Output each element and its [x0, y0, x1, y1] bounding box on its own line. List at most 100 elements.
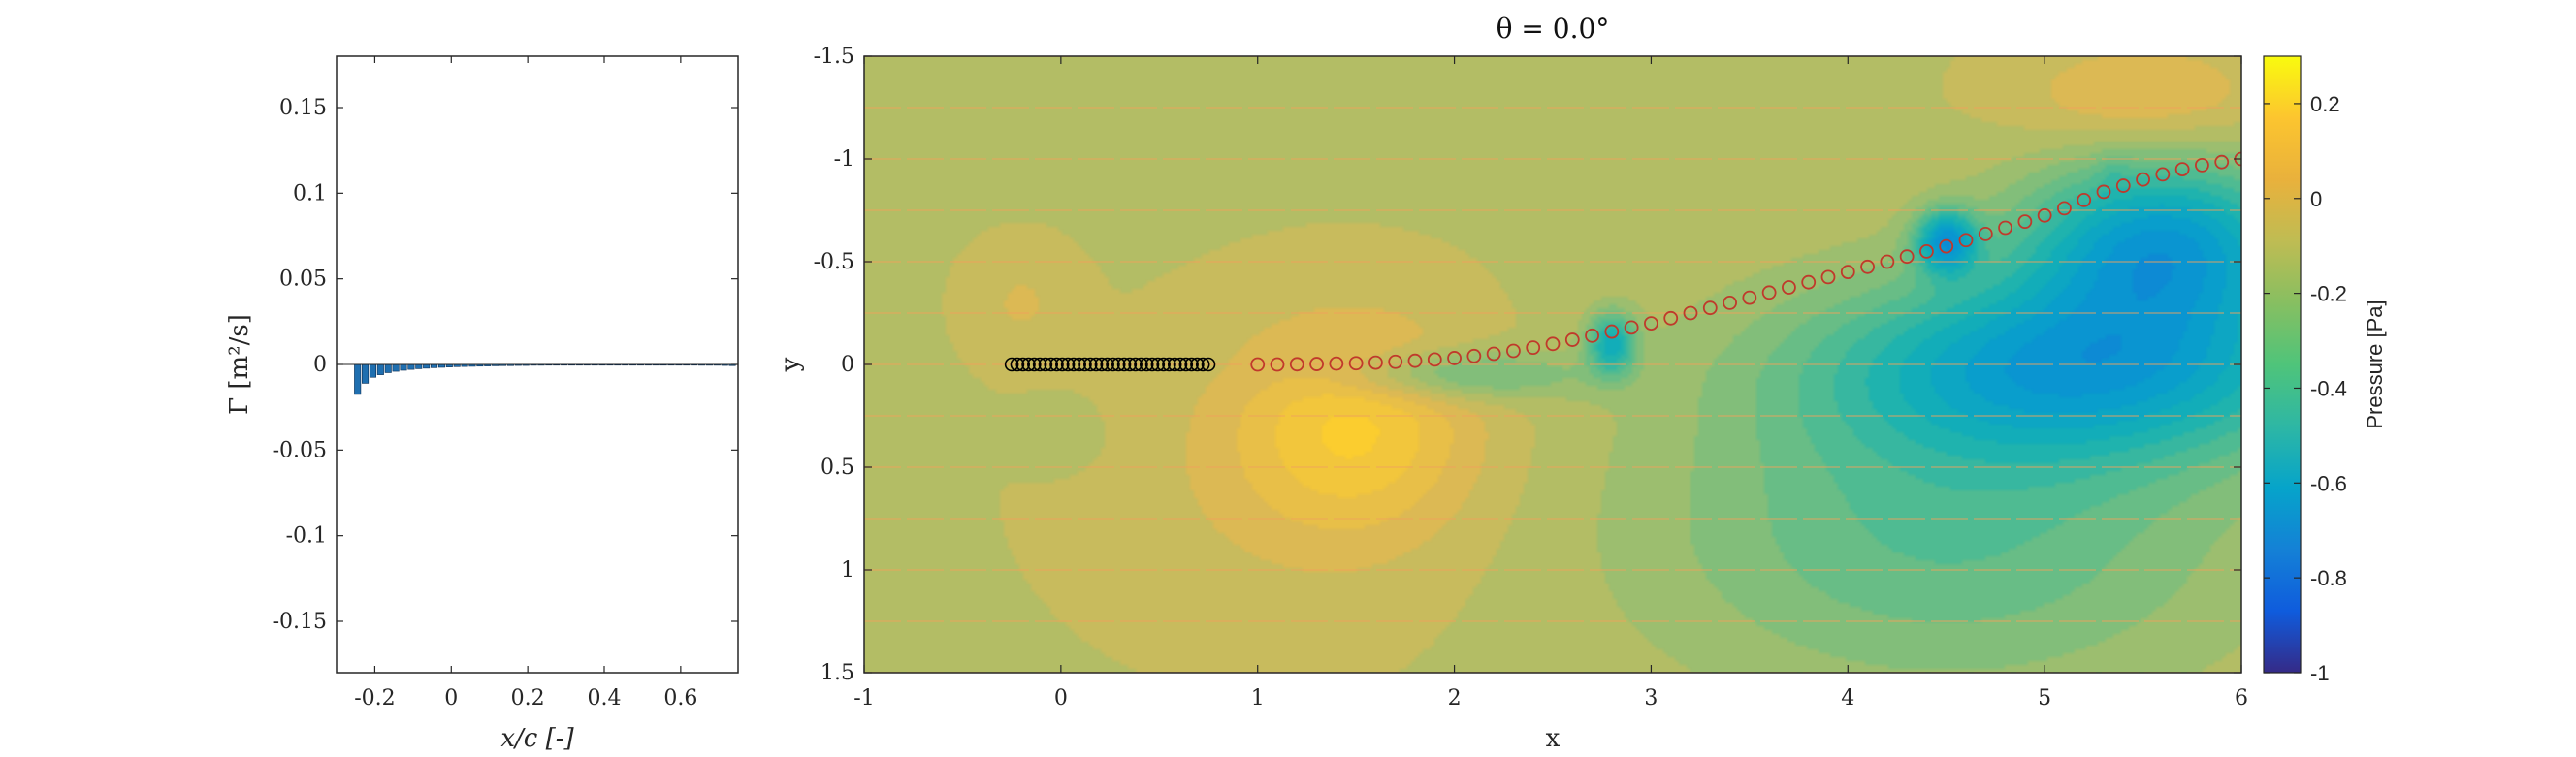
right-ytick-label: -0.5: [814, 250, 854, 274]
right-xtick-label: 1: [1251, 686, 1265, 710]
velocity-arrows: [864, 56, 2241, 673]
circulation-bar: [431, 363, 438, 368]
left-ytick-label: 0: [313, 353, 327, 377]
left-xtick-label: 0.4: [588, 686, 622, 710]
airfoil-panel-marker: [1088, 357, 1104, 372]
left-xtick-label: -0.2: [354, 686, 395, 710]
colorbar-ticks: 0.2 0 -0.2 -0.4 -0.6 -0.8 -1: [2264, 92, 2347, 685]
right-chart: θ = 0.0° -1 0 1 2 3 4 5 6 -1.5 -1 -0.5 0 0.5 1 1.5 x y: [776, 13, 2248, 753]
colorbar: 0.2 0 -0.2 -0.4 -0.6 -0.8 -1 Pressure [Pa]: [2263, 55, 2387, 685]
wake-point-marker: [1761, 285, 1777, 300]
airfoil-panel-marker: [1134, 357, 1148, 372]
airfoil-panel-marker: [1038, 357, 1053, 372]
colorbar-tick-label: -0.2: [2310, 282, 2347, 306]
airfoil-panel-marker: [1094, 357, 1110, 372]
circulation-bar: [415, 363, 423, 369]
wake-point-marker: [1919, 243, 1934, 259]
right-xtick-label: -1: [853, 686, 874, 710]
left-ticks: -0.2 0 0.2 0.4 0.6 0.15 0.1 0.05 0 -0.05 -0.1 -0.15: [273, 56, 738, 710]
wake-point-marker: [2115, 178, 2131, 193]
right-xtick-label: 0: [1054, 686, 1068, 710]
wake-point-marker: [2195, 157, 2209, 173]
wake-point-marker: [1506, 343, 1521, 359]
circulation-bar: [362, 363, 370, 384]
airfoil-panel-marker: [1167, 357, 1182, 372]
colorbar-tick-label: -0.4: [2310, 376, 2347, 400]
wake-point-marker: [2174, 162, 2190, 177]
left-xtick-label: 0: [444, 686, 458, 710]
wake-point-marker: [1348, 356, 1364, 371]
airfoil-panel-marker: [1032, 357, 1047, 372]
left-ylabel: Γ [m²/s]: [225, 314, 254, 415]
airfoil-panel-marker: [1201, 357, 1216, 372]
airfoil-panel-marker: [1184, 357, 1199, 372]
airfoil-panel-marker: [1190, 357, 1205, 372]
airfoil-panel-marker: [1060, 357, 1076, 372]
wake-point-marker: [1466, 348, 1482, 363]
colorbar-tick-label: 0.2: [2310, 92, 2340, 116]
wake-point-marker: [1899, 249, 1915, 265]
wake-point-marker: [1329, 356, 1344, 371]
wake-point-marker: [1880, 254, 1895, 269]
wake-point-marker: [1624, 320, 1639, 335]
colorbar-label: Pressure [Pa]: [2363, 300, 2387, 428]
colorbar-tick-label: -1: [2310, 661, 2330, 685]
wake-point-marker: [1447, 351, 1462, 365]
wake-point-marker: [1663, 310, 1679, 326]
chart-title: θ = 0.0°: [1497, 13, 1610, 45]
left-axes-box: [336, 55, 739, 674]
circulation-bar: [400, 363, 407, 371]
colorbar-tick-label: -0.6: [2310, 471, 2347, 495]
left-ytick-label: -0.1: [286, 524, 327, 549]
circulation-bar: [384, 363, 392, 373]
right-ytick-label: 0.5: [821, 456, 854, 480]
wake-point-marker: [2057, 201, 2072, 216]
airfoil-panel-marker: [1106, 357, 1120, 372]
airfoil-panel-marker: [1010, 357, 1025, 372]
airfoil-panel-marker: [1100, 357, 1114, 372]
wake-point-marker: [1683, 305, 1698, 321]
right-xtick-label: 3: [1644, 686, 1658, 710]
airfoil-panel-marker: [1055, 357, 1070, 372]
right-ylabel: y: [776, 357, 805, 372]
wake-point-marker: [1486, 346, 1501, 362]
airfoil-panel-marker: [1015, 357, 1031, 372]
circulation-bar: [354, 363, 362, 395]
wake-point-marker: [2037, 207, 2052, 223]
airfoil-panel-marker: [1044, 357, 1059, 372]
wake-points: [1250, 151, 2241, 372]
airfoil-panel-marker: [1178, 357, 1194, 372]
airfoil-panel-marker: [1021, 357, 1036, 372]
right-xlabel: x: [1546, 724, 1561, 753]
colorbar-tick-label: 0: [2310, 187, 2322, 211]
right-ticks: -1 0 1 2 3 4 5 6 -1.5 -1 -0.5 0 0.5 1 1.5: [814, 45, 2248, 710]
airfoil-panel-marker: [1144, 357, 1160, 372]
wake-point-marker: [1564, 332, 1580, 347]
circulation-bar: [369, 363, 376, 378]
wake-point-marker: [1820, 269, 1836, 285]
colorbar-tick-label: -0.8: [2310, 566, 2347, 590]
right-ytick-label: 1: [841, 558, 854, 583]
right-xtick-label: 5: [2038, 686, 2051, 710]
airfoil-panel-marker: [1027, 357, 1042, 372]
pressure-field: [864, 56, 2241, 673]
wake-point-marker: [1289, 357, 1304, 372]
wake-point-marker: [2077, 192, 2092, 207]
wake-point-marker: [1998, 220, 2012, 236]
wake-point-marker: [1742, 290, 1757, 305]
left-ytick-label: -0.05: [273, 438, 327, 462]
right-xtick-label: 6: [2235, 686, 2248, 710]
airfoil-panel-marker: [1195, 357, 1210, 372]
right-axes-box: [863, 55, 2242, 674]
colorbar-bar: [2263, 55, 2302, 674]
left-ytick-label: 0.05: [279, 268, 327, 292]
circulation-bar: [407, 363, 415, 370]
wake-point-marker: [2214, 154, 2230, 170]
wake-point-marker: [1801, 274, 1817, 290]
wake-point-marker: [2096, 184, 2111, 200]
right-xtick-label: 4: [1841, 686, 1854, 710]
airfoil-panel-marker: [1116, 357, 1132, 372]
circulation-bar: [392, 363, 400, 372]
wake-point-marker: [1782, 280, 1796, 295]
